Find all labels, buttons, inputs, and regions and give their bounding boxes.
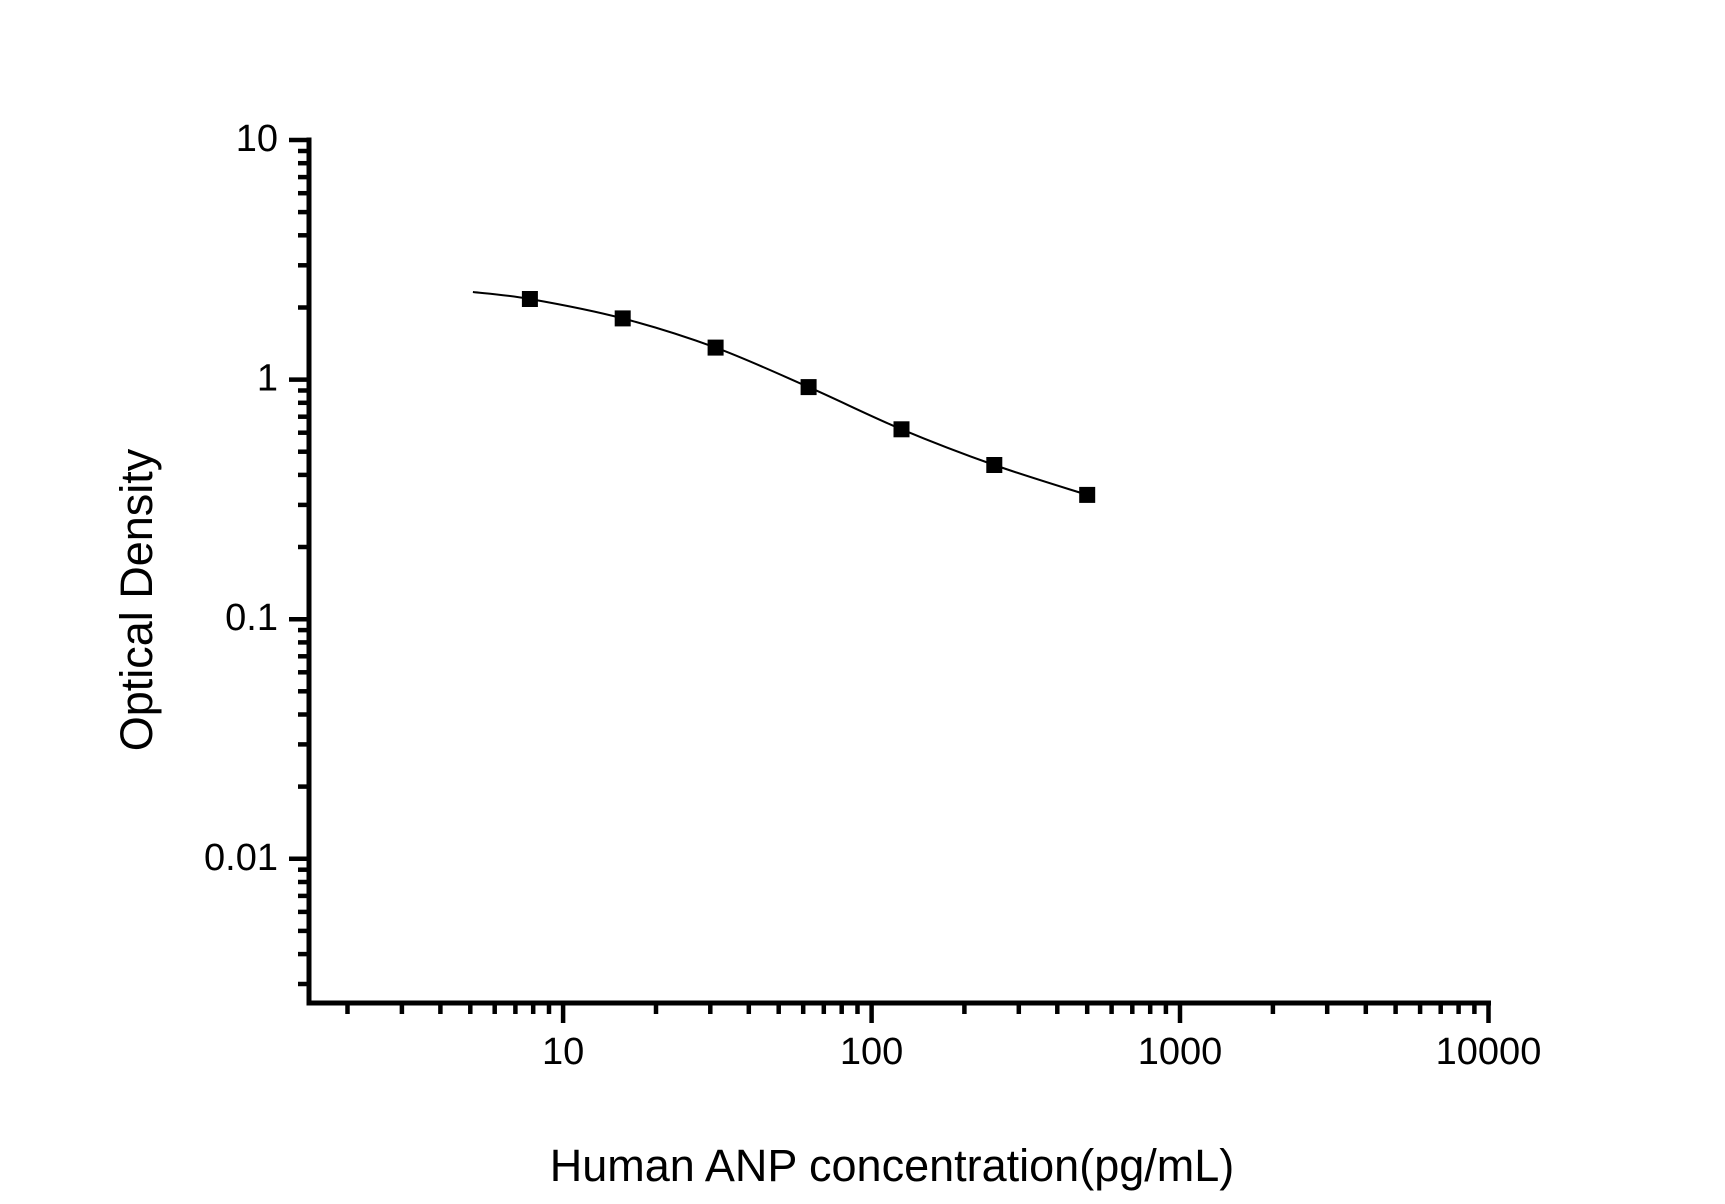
y-tick-label: 1 (257, 358, 278, 400)
x-axis-title: Human ANP concentration(pg/mL) (550, 1140, 1235, 1191)
y-tick-label: 0.1 (225, 597, 278, 639)
y-axis-title: Optical Density (111, 448, 162, 751)
data-point-marker (707, 339, 724, 356)
y-tick-label: 0.01 (204, 837, 278, 879)
plot-series (472, 291, 1096, 503)
data-point-marker (1079, 486, 1096, 503)
data-point-marker (986, 457, 1003, 473)
data-point-marker (614, 310, 631, 327)
axes (289, 137, 1491, 1023)
y-tick-label: 10 (236, 118, 278, 160)
data-point-marker (893, 421, 910, 438)
data-point-marker (521, 291, 538, 307)
x-tick-label: 100 (840, 1031, 903, 1073)
fit-curve-line (472, 291, 1088, 496)
x-tick-label: 1000 (1138, 1031, 1223, 1073)
x-tick-label: 10000 (1436, 1031, 1542, 1073)
tick-labels: 10 100 1000 10000 10 1 0.1 0.01 (204, 118, 1541, 1073)
x-tick-label: 10 (542, 1031, 584, 1073)
data-point-marker (800, 379, 817, 396)
